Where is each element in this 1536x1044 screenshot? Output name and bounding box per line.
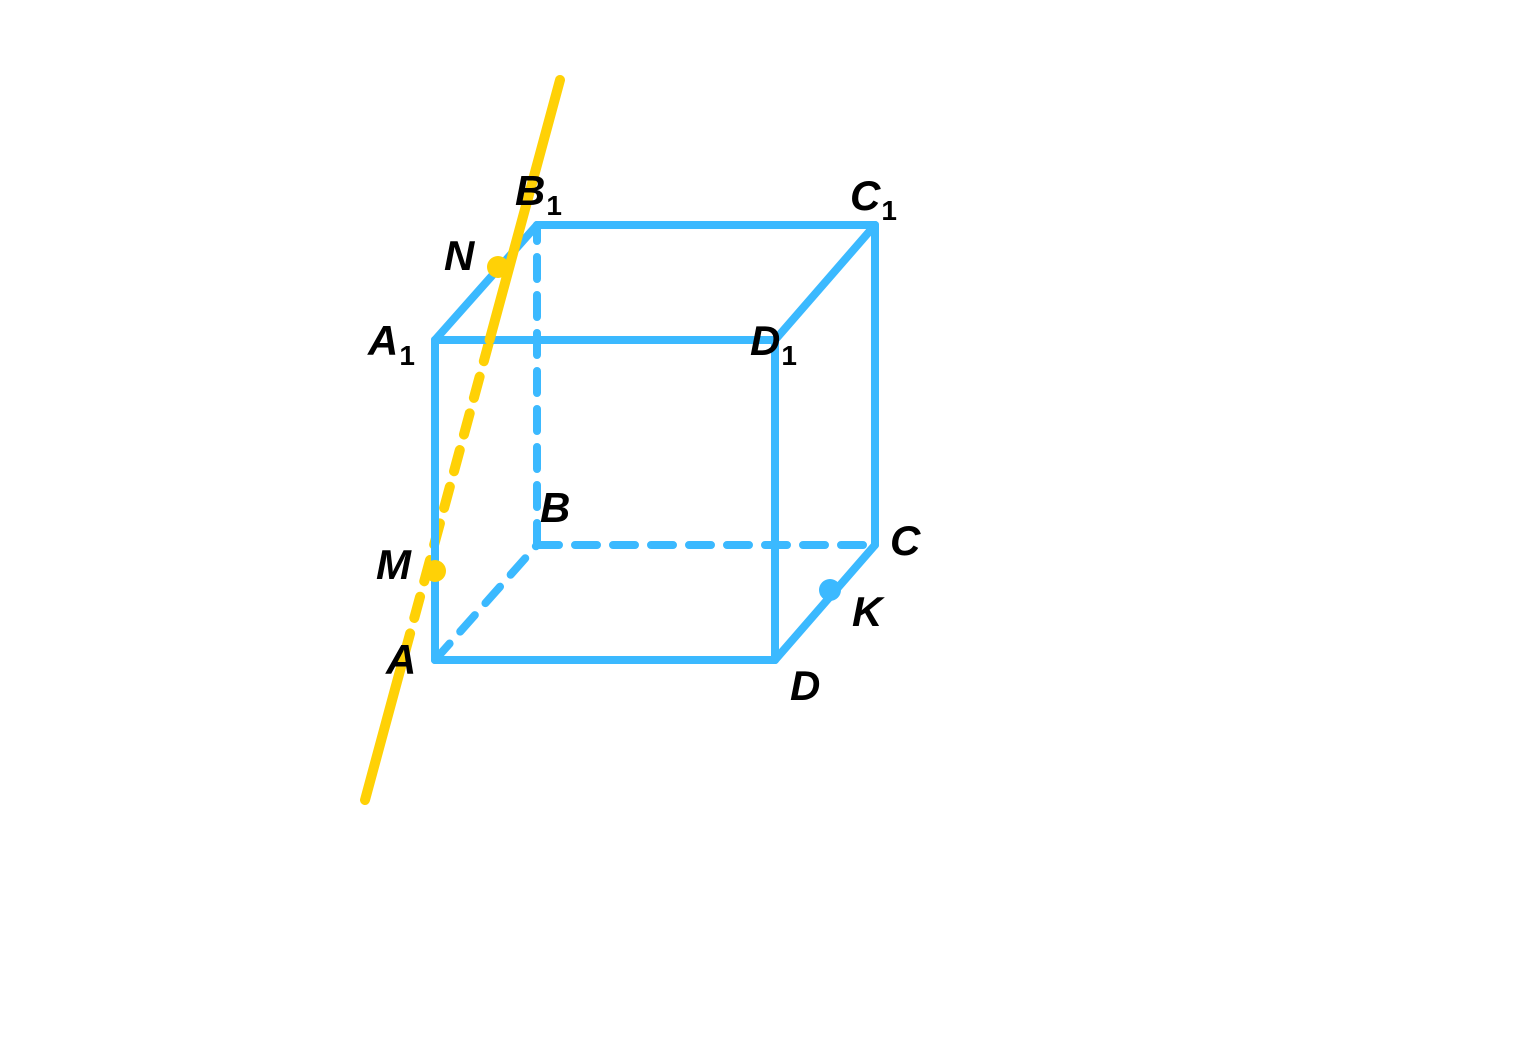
- label-B: B: [540, 484, 570, 531]
- edge-A-B: [435, 545, 537, 660]
- point-M: [424, 560, 446, 582]
- label-C1-sub: 1: [881, 195, 897, 226]
- cube-diagram: ADCBA1D1C1B1NMK: [0, 0, 1536, 1044]
- point-K: [819, 579, 841, 601]
- label-B1: B1: [515, 167, 562, 221]
- label-A: A: [385, 636, 416, 683]
- label-K: K: [852, 588, 885, 635]
- label-M: M: [376, 541, 412, 588]
- label-D1-sub: 1: [781, 340, 797, 371]
- label-B1-sub: 1: [546, 190, 562, 221]
- edge-C1-D1: [775, 225, 875, 340]
- label-A1-sub: 1: [399, 340, 415, 371]
- label-A1: A1: [367, 317, 415, 371]
- label-C1: C1: [850, 172, 897, 226]
- label-N: N: [444, 232, 476, 279]
- point-N: [487, 256, 509, 278]
- vertex-labels: ADCBA1D1C1B1NMK: [367, 167, 921, 709]
- label-C: C: [890, 517, 921, 564]
- label-D: D: [790, 662, 820, 709]
